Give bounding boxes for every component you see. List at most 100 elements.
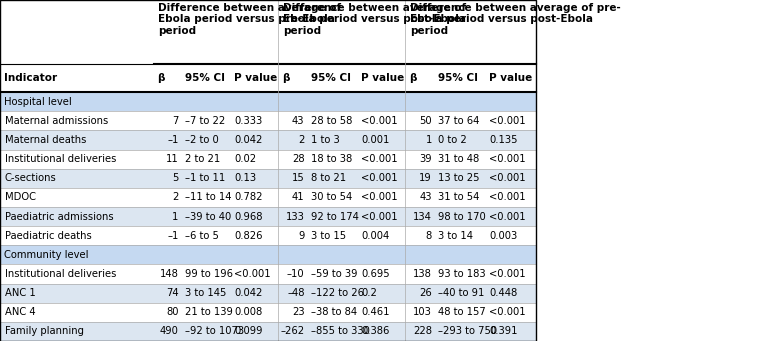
Text: 0.135: 0.135 (489, 135, 518, 145)
Text: 95% CI: 95% CI (438, 73, 478, 83)
Text: 9: 9 (298, 231, 305, 241)
Text: –855 to 330: –855 to 330 (311, 326, 369, 337)
Bar (0, 92, 536, 111)
Text: Difference between average of
Ebola period versus pre-Ebola
period: Difference between average of Ebola peri… (158, 3, 341, 36)
Text: 0.004: 0.004 (361, 231, 390, 241)
Text: 80: 80 (166, 307, 179, 317)
Text: 103: 103 (414, 307, 432, 317)
Bar (0, 111, 536, 130)
Text: –39 to 40: –39 to 40 (185, 211, 231, 222)
Text: Paediatric admissions: Paediatric admissions (5, 211, 114, 222)
Text: 2 to 21: 2 to 21 (185, 154, 220, 164)
Text: MDOC: MDOC (5, 192, 36, 202)
Text: 99 to 196: 99 to 196 (185, 269, 233, 279)
Text: β: β (282, 73, 290, 83)
Text: 490: 490 (160, 326, 179, 337)
Text: P value: P value (361, 73, 404, 83)
Text: <0.001: <0.001 (361, 116, 397, 126)
Text: 3 to 14: 3 to 14 (438, 231, 473, 241)
Text: –10: –10 (287, 269, 305, 279)
Text: –2 to 0: –2 to 0 (185, 135, 219, 145)
Text: β: β (409, 73, 417, 83)
Text: 28 to 58: 28 to 58 (311, 116, 352, 126)
Text: 134: 134 (414, 211, 432, 222)
Bar (0, 207, 536, 226)
Text: <0.001: <0.001 (489, 307, 526, 317)
Text: P value: P value (234, 73, 278, 83)
Bar (0, 188, 536, 207)
Text: –11 to 14: –11 to 14 (185, 192, 231, 202)
Text: 0.461: 0.461 (361, 307, 390, 317)
Text: Institutional deliveries: Institutional deliveries (5, 269, 116, 279)
Text: <0.001: <0.001 (361, 173, 397, 183)
Text: 26: 26 (420, 288, 432, 298)
Text: Institutional deliveries: Institutional deliveries (5, 154, 116, 164)
Bar (0, 0, 536, 64)
Text: 0.13: 0.13 (234, 173, 257, 183)
Text: 0.008: 0.008 (234, 307, 263, 317)
Text: 1: 1 (172, 211, 179, 222)
Text: 48 to 157: 48 to 157 (438, 307, 486, 317)
Bar (0, 149, 536, 169)
Text: –122 to 26: –122 to 26 (311, 288, 364, 298)
Bar (0, 303, 536, 322)
Text: 138: 138 (414, 269, 432, 279)
Bar (0, 0, 536, 341)
Text: 5: 5 (172, 173, 179, 183)
Text: 0.826: 0.826 (234, 231, 263, 241)
Text: Paediatric deaths: Paediatric deaths (5, 231, 91, 241)
Text: 2: 2 (298, 135, 305, 145)
Text: Family planning: Family planning (5, 326, 83, 337)
Text: –59 to 39: –59 to 39 (311, 269, 357, 279)
Text: 0.695: 0.695 (361, 269, 390, 279)
Text: <0.001: <0.001 (489, 211, 526, 222)
Text: 95% CI: 95% CI (185, 73, 225, 83)
Text: 1: 1 (426, 135, 432, 145)
Text: Maternal deaths: Maternal deaths (5, 135, 86, 145)
Text: 18 to 38: 18 to 38 (311, 154, 352, 164)
Text: 0.042: 0.042 (234, 135, 263, 145)
Bar (0, 169, 536, 188)
Text: C-sections: C-sections (5, 173, 56, 183)
Text: 0.968: 0.968 (234, 211, 263, 222)
Text: –1: –1 (167, 231, 179, 241)
Text: 41: 41 (292, 192, 305, 202)
Text: Hospital level: Hospital level (4, 97, 72, 107)
Text: Community level: Community level (4, 250, 88, 260)
Text: 0.448: 0.448 (489, 288, 518, 298)
Text: <0.001: <0.001 (489, 269, 526, 279)
Text: <0.001: <0.001 (489, 192, 526, 202)
Text: 98 to 170: 98 to 170 (438, 211, 486, 222)
Text: <0.001: <0.001 (489, 154, 526, 164)
Text: <0.001: <0.001 (361, 192, 397, 202)
Text: 31 to 54: 31 to 54 (438, 192, 480, 202)
Text: <0.001: <0.001 (234, 269, 271, 279)
Text: 0.099: 0.099 (234, 326, 263, 337)
Text: 50: 50 (420, 116, 432, 126)
Text: 0.001: 0.001 (361, 135, 390, 145)
Text: 13 to 25: 13 to 25 (438, 173, 480, 183)
Text: –293 to 750: –293 to 750 (438, 326, 497, 337)
Text: 148: 148 (160, 269, 179, 279)
Text: Maternal admissions: Maternal admissions (5, 116, 108, 126)
Text: 228: 228 (413, 326, 432, 337)
Text: 8: 8 (426, 231, 432, 241)
Text: –40 to 91: –40 to 91 (438, 288, 485, 298)
Text: 43: 43 (420, 192, 432, 202)
Text: <0.001: <0.001 (361, 154, 397, 164)
Text: Difference between average of pre-
Ebola period versus post-Ebola
period: Difference between average of pre- Ebola… (410, 3, 621, 36)
Text: 0.391: 0.391 (489, 326, 518, 337)
Text: –48: –48 (287, 288, 305, 298)
Text: –7 to 22: –7 to 22 (185, 116, 225, 126)
Text: β: β (157, 73, 165, 83)
Text: 92 to 174: 92 to 174 (311, 211, 359, 222)
Text: –92 to 1073: –92 to 1073 (185, 326, 243, 337)
Text: 30 to 54: 30 to 54 (311, 192, 352, 202)
Text: Difference between average of
Ebola period versus post-Ebola
period: Difference between average of Ebola peri… (283, 3, 466, 36)
Text: –262: –262 (281, 326, 305, 337)
Text: 93 to 183: 93 to 183 (438, 269, 486, 279)
Text: 0.042: 0.042 (234, 288, 263, 298)
Text: 133: 133 (286, 211, 305, 222)
Text: 37 to 64: 37 to 64 (438, 116, 480, 126)
Text: –1: –1 (167, 135, 179, 145)
